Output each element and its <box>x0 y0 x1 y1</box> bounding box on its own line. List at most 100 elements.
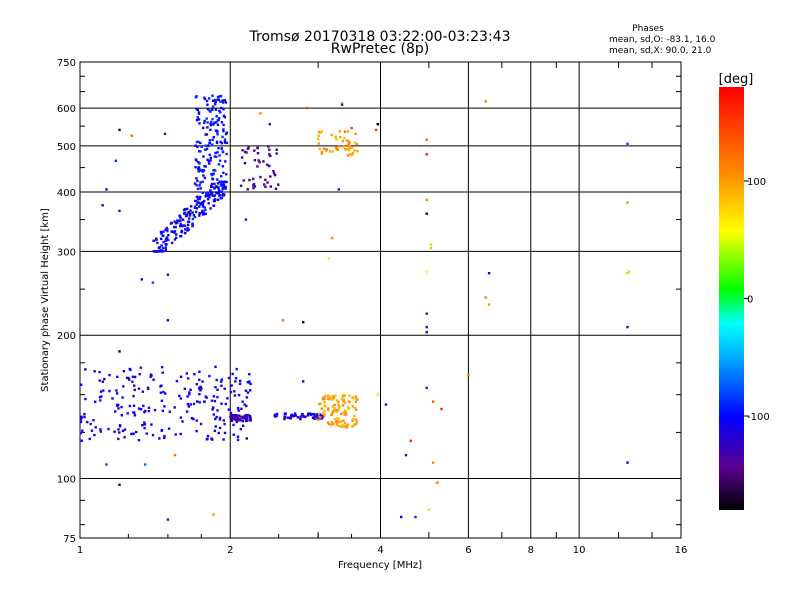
data-point <box>199 202 202 205</box>
data-point <box>328 396 331 399</box>
data-point <box>626 325 629 329</box>
data-point <box>243 162 247 165</box>
data-point <box>233 394 237 397</box>
data-point <box>323 404 326 407</box>
data-point <box>202 169 206 172</box>
data-point <box>626 272 629 275</box>
data-point <box>164 246 168 249</box>
data-point <box>216 182 220 185</box>
data-point <box>219 94 223 98</box>
data-point <box>222 123 225 127</box>
data-point <box>137 439 141 442</box>
data-point <box>203 176 207 180</box>
data-point <box>216 133 219 136</box>
data-point <box>133 384 136 387</box>
data-point <box>132 404 136 407</box>
data-point <box>216 123 220 126</box>
data-point <box>143 426 146 430</box>
data-point <box>221 165 225 168</box>
data-point <box>175 379 179 383</box>
data-point <box>160 244 163 247</box>
data-point <box>83 412 86 416</box>
data-point <box>222 180 225 184</box>
data-point <box>299 415 302 418</box>
data-point <box>153 408 157 412</box>
data-point <box>317 418 320 422</box>
data-point <box>215 121 218 124</box>
data-point <box>108 389 111 393</box>
data-point <box>231 414 235 417</box>
y-tick-label: 600 <box>57 104 76 115</box>
data-point <box>335 138 338 141</box>
data-point <box>130 432 133 436</box>
data-point <box>356 149 359 153</box>
data-point <box>305 106 309 110</box>
data-point <box>246 391 250 394</box>
data-point <box>322 412 325 415</box>
y-tick-label: 200 <box>57 331 76 342</box>
data-point <box>165 226 168 230</box>
data-point <box>167 427 171 430</box>
data-point <box>186 226 189 230</box>
data-point <box>169 222 173 225</box>
data-point <box>350 154 353 157</box>
data-point <box>199 181 202 184</box>
data-point <box>212 99 215 102</box>
data-point <box>199 141 202 145</box>
data-point <box>181 420 184 423</box>
data-point <box>425 212 428 215</box>
x-tick-label: 6 <box>465 545 471 556</box>
data-point <box>122 370 126 373</box>
data-point <box>164 392 167 395</box>
data-point <box>208 196 211 199</box>
data-point <box>236 415 239 418</box>
data-point <box>333 407 336 410</box>
data-point <box>345 139 349 142</box>
data-point <box>307 412 310 415</box>
data-point <box>189 388 192 391</box>
x-tick-label: 16 <box>675 545 688 556</box>
data-point <box>196 145 199 148</box>
data-point <box>114 159 118 162</box>
data-point <box>320 417 324 420</box>
data-point <box>484 296 487 299</box>
data-point <box>225 141 229 145</box>
data-point <box>196 197 200 200</box>
data-point <box>211 173 214 177</box>
data-point <box>118 350 121 353</box>
data-point <box>163 435 166 438</box>
data-point <box>220 184 223 187</box>
data-point <box>130 134 133 137</box>
data-point <box>217 147 220 150</box>
data-point <box>425 138 428 141</box>
data-point <box>230 419 234 422</box>
data-point <box>221 101 225 104</box>
data-point <box>215 140 219 143</box>
data-point <box>164 239 168 242</box>
data-point <box>175 233 178 236</box>
data-point <box>127 376 130 380</box>
data-point <box>268 153 271 156</box>
data-point <box>185 213 189 217</box>
data-point <box>319 131 322 134</box>
data-point <box>203 119 206 123</box>
data-point <box>212 199 216 202</box>
data-point <box>348 145 352 148</box>
data-point <box>193 215 197 219</box>
data-point <box>192 214 196 217</box>
data-point <box>223 422 226 426</box>
data-point <box>230 384 233 387</box>
data-point <box>140 408 143 411</box>
data-point <box>191 224 194 228</box>
data-point <box>218 117 221 120</box>
data-point <box>256 165 259 168</box>
data-point <box>99 399 102 402</box>
data-point <box>340 101 344 105</box>
data-point <box>214 100 217 103</box>
data-point <box>628 270 631 273</box>
data-point <box>328 398 332 401</box>
data-point <box>195 203 198 206</box>
data-point <box>218 190 221 193</box>
data-point <box>223 387 226 390</box>
data-point <box>237 393 241 397</box>
